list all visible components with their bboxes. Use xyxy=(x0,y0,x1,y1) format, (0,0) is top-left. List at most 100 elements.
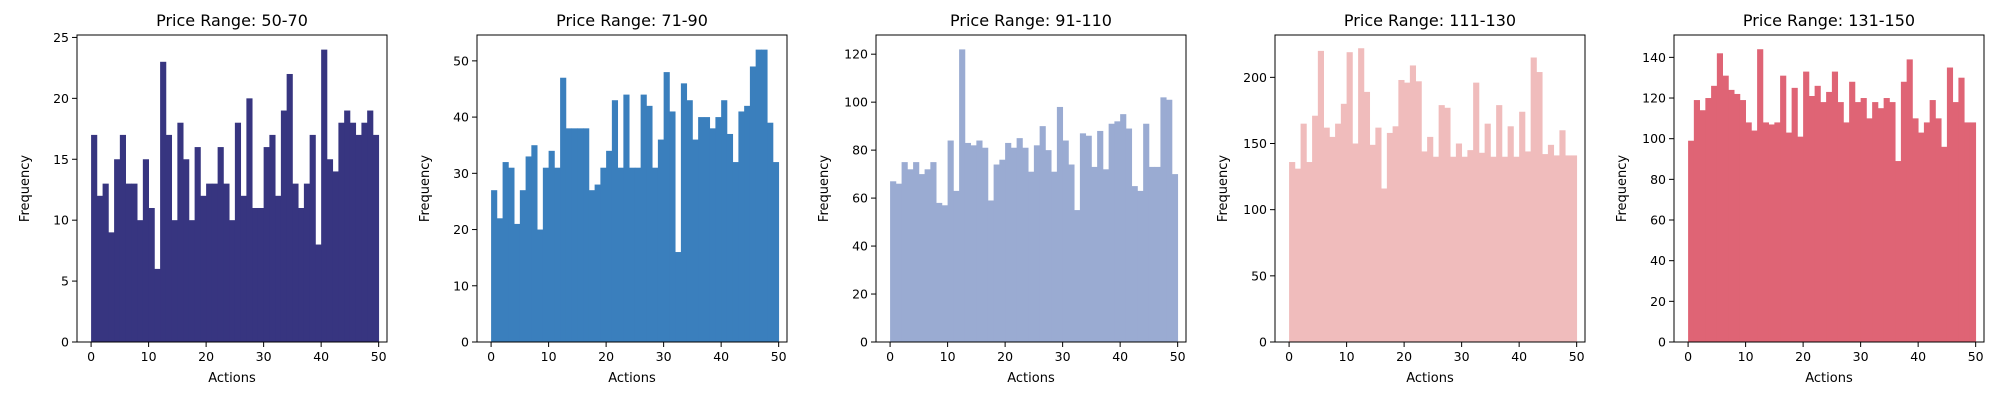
x-tick-label: 30 xyxy=(1454,349,1470,364)
bar xyxy=(188,220,196,342)
y-axis-label: Frequency xyxy=(1615,155,1630,222)
y-tick-label: 80 xyxy=(1650,172,1666,187)
bar xyxy=(1883,98,1890,342)
bar xyxy=(1062,140,1069,342)
x-axis-label: Actions xyxy=(1805,371,1853,386)
bar xyxy=(1137,190,1144,342)
chart-panel-4: 0 10 20 30 40 50 0 50 100 150 200 Price Range: 111-… xyxy=(1216,11,1586,386)
x-tick-label: 40 xyxy=(1112,349,1128,364)
bar xyxy=(131,183,138,342)
bar xyxy=(600,167,607,342)
bar xyxy=(548,150,555,342)
bar xyxy=(1918,132,1925,342)
bar xyxy=(1872,102,1879,342)
bar xyxy=(767,122,774,343)
y-tick-label: 120 xyxy=(844,47,868,62)
bar xyxy=(657,139,665,342)
y-tick-label: 20 xyxy=(852,287,868,302)
bar xyxy=(924,169,931,342)
y-tick-label: 10 xyxy=(53,213,69,228)
x-tick-label: 10 xyxy=(1339,349,1355,364)
x-tick-label: 50 xyxy=(1569,349,1585,364)
bar xyxy=(367,110,374,342)
bar xyxy=(1455,143,1463,342)
y-axis-label: Frequency xyxy=(418,155,433,222)
y-tick-label: 200 xyxy=(1243,70,1267,85)
bar xyxy=(1688,140,1695,342)
bar xyxy=(165,134,173,342)
x-tick-label: 20 xyxy=(997,349,1013,364)
y-tick-label: 0 xyxy=(61,335,69,350)
bar xyxy=(1166,99,1173,342)
axes-frame xyxy=(476,34,788,343)
x-tick-label: 40 xyxy=(1511,349,1527,364)
bar xyxy=(565,128,573,342)
bar xyxy=(1120,114,1127,343)
bar xyxy=(1542,154,1549,342)
axes-frame xyxy=(1274,34,1586,343)
bar xyxy=(1889,102,1896,342)
y-axis-label: Frequency xyxy=(817,155,832,222)
bar xyxy=(1484,123,1491,342)
y-tick-label: 0 xyxy=(1658,335,1666,350)
bar xyxy=(577,128,584,342)
x-tick-label: 10 xyxy=(141,349,157,364)
bar xyxy=(1421,151,1428,342)
bar xyxy=(918,174,925,342)
bar xyxy=(1033,145,1041,342)
bar xyxy=(901,162,908,342)
x-tick-label: 40 xyxy=(713,349,729,364)
bar xyxy=(1415,81,1422,342)
bar xyxy=(1323,127,1330,342)
axes-frame xyxy=(1673,34,1985,343)
bar xyxy=(1519,111,1526,342)
bar xyxy=(361,122,368,343)
bar xyxy=(1768,124,1775,343)
axes-frame xyxy=(76,34,388,343)
bar xyxy=(1705,98,1712,342)
bar xyxy=(286,73,293,342)
x-tick-label: 10 xyxy=(940,349,956,364)
bar xyxy=(1358,48,1365,342)
bar xyxy=(930,162,937,342)
bar xyxy=(1530,57,1537,342)
bar xyxy=(275,195,282,342)
bar xyxy=(1352,143,1359,342)
bar xyxy=(1427,136,1434,342)
bar xyxy=(1952,102,1959,342)
bar xyxy=(629,167,636,342)
bar xyxy=(1820,102,1827,342)
bar xyxy=(571,128,578,342)
bar xyxy=(525,156,532,342)
bar xyxy=(1432,156,1440,342)
bar xyxy=(257,207,265,342)
bar xyxy=(303,183,311,342)
bar xyxy=(1513,156,1520,342)
bar xyxy=(1496,105,1503,342)
bar xyxy=(1501,156,1509,342)
bar xyxy=(970,145,977,342)
chart-panel-1: 0 10 20 30 40 50 0 5 10 15 20 25 Price Range: 50-70 A… xyxy=(18,11,388,386)
y-tick-label: 10 xyxy=(453,278,469,293)
x-tick-label: 20 xyxy=(1396,349,1412,364)
bar xyxy=(240,195,247,342)
bar xyxy=(732,162,739,342)
bar xyxy=(1375,127,1382,342)
y-tick-label: 0 xyxy=(461,335,469,350)
bar xyxy=(663,72,670,343)
bar xyxy=(292,183,299,342)
bar xyxy=(652,167,659,342)
bar xyxy=(738,111,745,342)
bar xyxy=(715,117,722,342)
bar xyxy=(1906,59,1913,343)
bar xyxy=(298,207,305,342)
bar xyxy=(1797,136,1804,342)
chart-panel-5: 0 10 20 30 40 50 0 20 40 60 80 100 120 140 Price Range… xyxy=(1615,11,1985,386)
bar xyxy=(1039,126,1046,342)
x-axis-label: Actions xyxy=(208,371,256,386)
bar xyxy=(554,167,561,342)
bar xyxy=(680,83,688,343)
bar xyxy=(338,122,345,343)
bar xyxy=(895,183,902,342)
bar xyxy=(1312,115,1319,342)
